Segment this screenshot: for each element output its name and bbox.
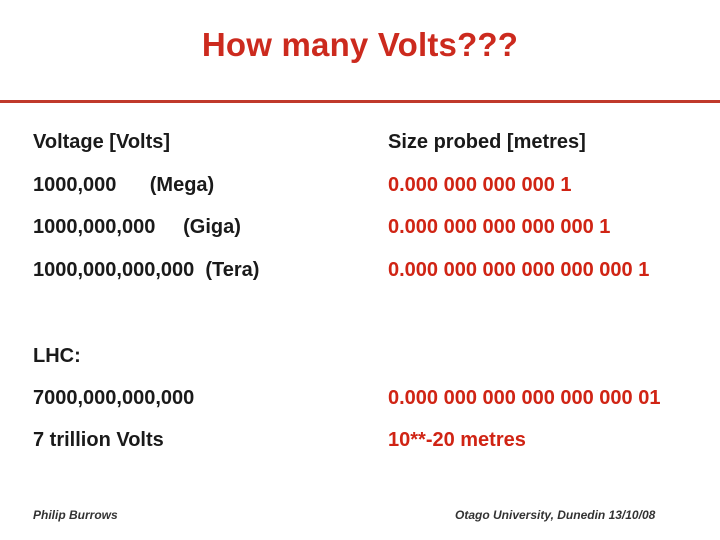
footer-author: Philip Burrows: [33, 508, 118, 522]
slide-title: How many Volts???: [201, 26, 519, 63]
lhc-size: 0.000 000 000 000 000 000 01: [388, 387, 661, 409]
voltage-header: Voltage [Volts]: [33, 131, 171, 153]
size-header: Size probed [metres]: [388, 131, 586, 153]
footer-venue: Otago University, Dunedin 13/10/08: [455, 508, 656, 522]
size-tera: 0.000 000 000 000 000 000 1: [388, 259, 650, 281]
voltage-tera: 1000,000,000,000 (Tera): [33, 259, 260, 281]
lhc-voltage-words: 7 trillion Volts: [33, 429, 164, 451]
title-divider: [0, 100, 720, 103]
lhc-size-words: 10**-20 metres: [388, 429, 526, 451]
lhc-voltage: 7000,000,000,000: [33, 387, 195, 409]
size-giga: 0.000 000 000 000 000 1: [388, 216, 611, 238]
size-mega: 0.000 000 000 000 1: [388, 174, 572, 196]
voltage-giga: 1000,000,000 (Giga): [33, 216, 241, 238]
voltage-mega: 1000,000 (Mega): [33, 174, 215, 196]
lhc-label: LHC:: [33, 345, 81, 367]
